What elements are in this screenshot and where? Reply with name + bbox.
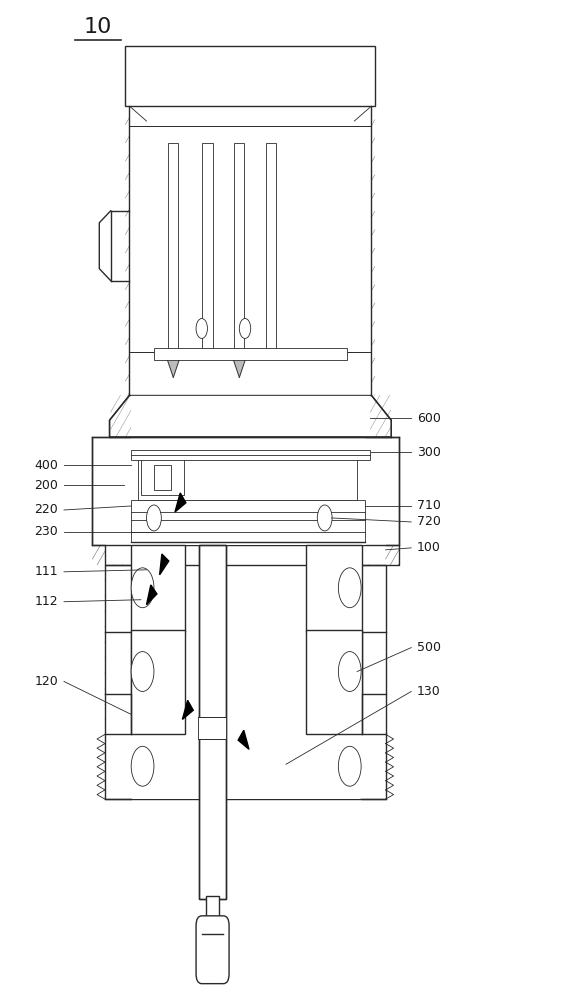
Text: 300: 300 <box>417 446 441 459</box>
Bar <box>131 500 364 512</box>
Bar <box>131 395 370 437</box>
Text: 112: 112 <box>35 595 58 608</box>
Circle shape <box>131 746 154 786</box>
Text: 10: 10 <box>84 17 112 37</box>
Text: 130: 130 <box>417 685 440 698</box>
Bar <box>154 348 347 360</box>
Circle shape <box>196 319 208 338</box>
Circle shape <box>131 568 154 608</box>
Bar <box>141 457 184 495</box>
Bar <box>306 630 362 734</box>
Bar <box>177 512 319 545</box>
Text: 500: 500 <box>417 641 441 654</box>
Polygon shape <box>168 360 179 377</box>
Polygon shape <box>238 730 249 749</box>
Bar <box>129 101 371 395</box>
Circle shape <box>239 319 251 338</box>
Bar <box>202 143 213 352</box>
Bar <box>131 450 370 460</box>
Bar <box>201 548 225 896</box>
Text: 720: 720 <box>417 515 441 528</box>
FancyBboxPatch shape <box>196 916 229 984</box>
Bar <box>131 437 366 545</box>
Polygon shape <box>182 700 193 719</box>
Bar <box>125 46 375 106</box>
Polygon shape <box>233 360 245 377</box>
Polygon shape <box>175 493 186 512</box>
Bar <box>266 143 276 352</box>
Text: 400: 400 <box>34 459 58 472</box>
Bar <box>185 632 307 734</box>
Bar <box>306 545 362 632</box>
Bar <box>138 452 357 500</box>
Bar <box>132 565 360 799</box>
Bar <box>234 143 244 352</box>
Circle shape <box>317 505 332 531</box>
Circle shape <box>339 568 361 608</box>
Text: 200: 200 <box>34 479 58 492</box>
Bar <box>185 563 307 630</box>
Circle shape <box>131 652 154 691</box>
Circle shape <box>146 505 161 531</box>
Text: 230: 230 <box>34 525 58 538</box>
Text: 100: 100 <box>417 541 441 554</box>
Bar <box>200 545 227 899</box>
Bar <box>105 565 386 799</box>
Circle shape <box>339 746 361 786</box>
Bar <box>154 465 171 490</box>
Bar <box>206 896 219 934</box>
Bar <box>168 143 178 352</box>
Text: 600: 600 <box>417 412 441 425</box>
Bar <box>198 717 227 739</box>
Bar <box>131 630 185 734</box>
Polygon shape <box>160 554 169 575</box>
Text: 111: 111 <box>35 565 58 578</box>
Text: 220: 220 <box>34 503 58 516</box>
Text: 710: 710 <box>417 499 441 512</box>
Polygon shape <box>146 585 157 605</box>
Bar <box>131 545 185 632</box>
Bar <box>200 545 227 899</box>
Text: 120: 120 <box>34 675 58 688</box>
Circle shape <box>339 652 361 691</box>
Bar <box>138 125 362 352</box>
Bar <box>93 437 399 545</box>
